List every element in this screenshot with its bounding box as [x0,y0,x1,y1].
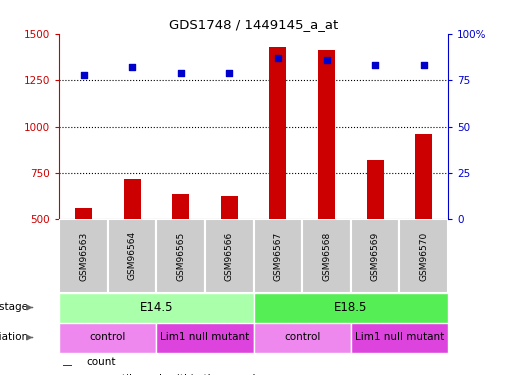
Bar [351,322,448,352]
Point [79,72,88,78]
Text: GSM96568: GSM96568 [322,231,331,280]
Bar [63,365,72,366]
Bar [59,219,108,292]
Text: Lim1 null mutant: Lim1 null mutant [160,333,250,342]
Point [420,62,428,68]
Text: percentile rank within the sample: percentile rank within the sample [87,374,262,375]
Point [177,70,185,76]
Bar [75,208,92,312]
Text: E18.5: E18.5 [334,301,368,314]
Bar [124,178,141,312]
Bar [415,134,432,312]
Bar [253,219,302,292]
Text: genotype/variation: genotype/variation [0,333,28,342]
Text: GSM96563: GSM96563 [79,231,88,280]
Bar [59,322,157,352]
Point [371,62,379,68]
Bar [108,219,157,292]
Bar [59,292,253,322]
Text: GSM96569: GSM96569 [371,231,380,280]
Bar [157,322,253,352]
Bar [157,219,205,292]
Bar [318,51,335,312]
Text: count: count [87,357,116,367]
Text: E14.5: E14.5 [140,301,173,314]
Point [128,64,136,70]
Text: development stage: development stage [0,303,28,312]
Title: GDS1748 / 1449145_a_at: GDS1748 / 1449145_a_at [169,18,338,31]
Text: control: control [284,333,320,342]
Bar [269,47,286,312]
Text: control: control [90,333,126,342]
Bar [302,219,351,292]
Text: GSM96567: GSM96567 [273,231,282,280]
Bar [221,196,238,312]
Text: Lim1 null mutant: Lim1 null mutant [355,333,444,342]
Text: GSM96570: GSM96570 [419,231,428,280]
Bar [205,219,253,292]
Bar [172,194,189,312]
Text: GSM96566: GSM96566 [225,231,234,280]
Text: GSM96565: GSM96565 [176,231,185,280]
Point [225,70,233,76]
Bar [400,219,448,292]
Bar [253,322,351,352]
Bar [367,160,384,312]
Bar [351,219,400,292]
Bar [253,292,448,322]
Point [322,57,331,63]
Point [274,55,282,61]
Text: GSM96564: GSM96564 [128,231,136,280]
